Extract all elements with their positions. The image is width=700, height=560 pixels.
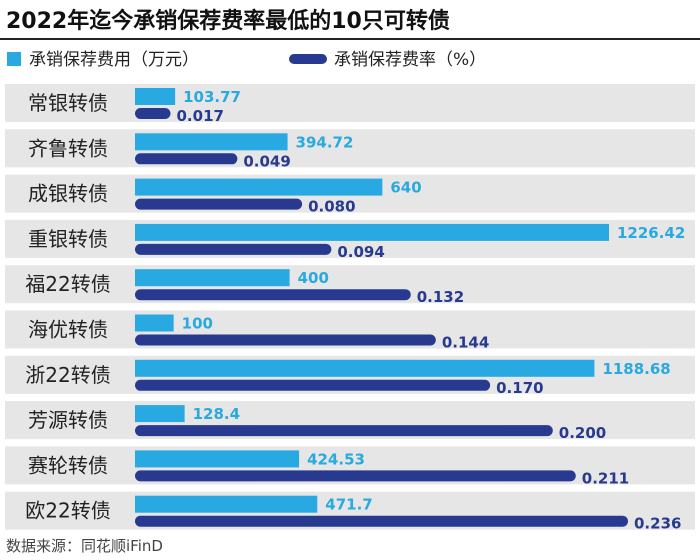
fee-bar [135, 88, 176, 105]
category-label: 浙22转债 [25, 363, 110, 387]
row-background [5, 129, 695, 168]
fee-bar [135, 495, 318, 513]
fee-value-label: 1226.42 [617, 224, 685, 242]
row-background [5, 84, 695, 122]
rate-value-label: 0.017 [177, 107, 224, 125]
fee-bar [135, 133, 288, 151]
rate-value-label: 0.211 [582, 469, 629, 487]
category-label: 海优转债 [28, 318, 108, 342]
rate-value-label: 0.170 [496, 379, 543, 397]
fee-value-label: 471.7 [325, 496, 372, 514]
fee-bar [135, 450, 300, 468]
rate-bar [135, 243, 332, 255]
category-label: 成银转债 [28, 182, 108, 206]
fee-bar [135, 269, 290, 287]
fee-value-label: 100 [182, 315, 213, 333]
fee-bar [135, 223, 609, 241]
title-rule [0, 38, 700, 40]
fee-value-label: 103.77 [183, 88, 241, 106]
category-label: 重银转债 [28, 227, 108, 251]
rate-bar [135, 108, 171, 119]
fee-value-label: 1188.68 [602, 360, 670, 378]
rate-value-label: 0.080 [308, 198, 355, 216]
rate-value-label: 0.236 [634, 515, 681, 533]
rate-bar [135, 334, 436, 346]
category-label: 福22转债 [25, 272, 110, 296]
rate-value-label: 0.144 [442, 334, 489, 352]
rate-bar [135, 289, 411, 301]
category-label: 常银转债 [28, 91, 108, 115]
rate-value-label: 0.132 [417, 288, 464, 306]
fee-bar [135, 405, 185, 423]
rate-bar [135, 153, 238, 165]
category-label: 齐鲁转债 [28, 136, 108, 160]
rate-bar [135, 425, 553, 437]
legend-swatch-fee [7, 52, 21, 66]
fee-value-label: 128.4 [193, 405, 240, 423]
rate-bar [135, 379, 491, 391]
fee-bar [135, 178, 383, 196]
rate-bar [135, 515, 628, 527]
rate-value-label: 0.049 [243, 152, 290, 170]
legend-label-fee: 承销保荐费用（万元） [29, 50, 199, 70]
legend-label-rate: 承销保荐费率（%） [334, 50, 486, 70]
rate-value-label: 0.200 [559, 424, 606, 442]
rate-value-label: 0.094 [337, 243, 384, 261]
fee-value-label: 394.72 [296, 133, 354, 151]
legend-swatch-rate [289, 54, 327, 64]
rate-bar [135, 470, 576, 482]
chart-title: 2022年迄今承销保荐费率最低的10只可转债 [6, 8, 450, 34]
category-label: 芳源转债 [28, 408, 108, 432]
source-note: 数据来源：同花顺iFinD [6, 537, 163, 555]
category-label: 欧22转债 [25, 499, 110, 523]
fee-value-label: 640 [390, 179, 421, 197]
fee-bar [135, 314, 174, 332]
rate-bar [135, 198, 303, 210]
fee-bar [135, 359, 595, 377]
category-label: 赛轮转债 [28, 453, 108, 477]
fee-value-label: 424.53 [307, 450, 365, 468]
fee-value-label: 400 [298, 269, 329, 287]
